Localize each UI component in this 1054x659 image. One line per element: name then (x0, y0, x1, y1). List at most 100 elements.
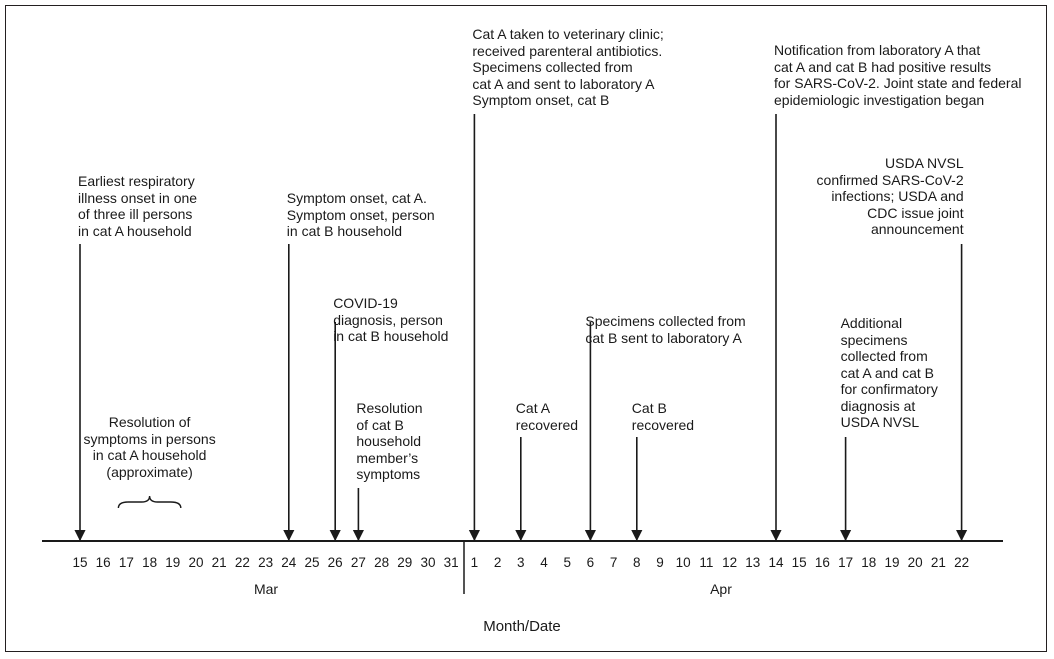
annotation-line: Symptom onset, person (286, 206, 435, 223)
annotation-line: member’s (356, 449, 419, 466)
annotation-line: confirmed SARS-CoV-2 (816, 171, 964, 188)
tick-label-mar-22: 22 (235, 555, 250, 570)
tick-label-apr-4: 4 (540, 555, 548, 570)
tick-label-mar-30: 30 (420, 555, 435, 570)
annotation-line: recovered (515, 416, 579, 433)
annotation-line: Symptom onset, cat B (472, 92, 610, 108)
annotation-line: Additional (840, 315, 903, 331)
annotation-line: household (356, 433, 422, 449)
range-brace-mar-17-19 (117, 495, 182, 509)
annotation-line: CDC issue joint (867, 204, 964, 221)
tick-label-mar-21: 21 (212, 555, 227, 570)
tick-label-apr-17: 17 (838, 555, 853, 570)
tick-label-mar-29: 29 (397, 555, 412, 570)
annotation-line: illness onset in one (78, 189, 198, 206)
tick-label-apr-10: 10 (676, 555, 691, 570)
tick-label-mar-17: 17 (119, 555, 134, 570)
annotation-line: Symptom onset, cat A. (286, 190, 427, 206)
annotation-line: COVID-19 (333, 295, 398, 311)
tick-label-apr-3: 3 (517, 555, 525, 570)
annotation-line: Cat B (631, 400, 667, 416)
annotation-line: in cat A household (92, 447, 207, 463)
tick-label-apr-16: 16 (815, 555, 830, 570)
tick-label-apr-21: 21 (931, 555, 946, 570)
range-annotation-mar-17-19: Resolution of symptoms in persons in cat A… (50, 414, 250, 480)
tick-label-apr-2: 2 (494, 555, 502, 570)
annotation-line: cat A and sent to laboratory A (472, 75, 655, 92)
annotation-line: collected from (840, 348, 928, 364)
tick-label-apr-20: 20 (908, 555, 923, 570)
tick-label-apr-11: 11 (699, 555, 713, 570)
annotation-line: Specimens collected from (472, 59, 633, 75)
annotation-line: infections; USDA and (831, 188, 964, 204)
month-label-mar: Mar (254, 581, 278, 597)
tick-label-apr-6: 6 (587, 555, 595, 570)
tick-label-mar-31: 31 (444, 555, 459, 570)
tick-label-apr-7: 7 (610, 555, 618, 570)
event-annotation-mar-24: Symptom onset, cat A. Symptom onset, pers… (287, 190, 435, 240)
annotation-line: specimens (840, 331, 908, 348)
tick-label-apr-5: 5 (563, 555, 571, 570)
tick-label-apr-22: 22 (954, 555, 969, 570)
tick-label-mar-15: 15 (72, 555, 87, 570)
annotation-line: symptoms in persons (83, 430, 216, 447)
tick-label-mar-26: 26 (328, 555, 343, 570)
tick-label-mar-18: 18 (142, 555, 157, 570)
tick-label-mar-16: 16 (96, 555, 111, 570)
annotation-line: diagnosis, person (333, 311, 443, 328)
annotation-line: cat B sent to laboratory A (585, 329, 742, 346)
axis-title: Month/Date (483, 618, 561, 635)
tick-label-apr-8: 8 (633, 555, 641, 570)
annotation-line: cat A and cat B (840, 364, 934, 381)
annotation-line: Notification from laboratory A that (774, 42, 981, 58)
tick-label-mar-19: 19 (165, 555, 180, 570)
tick-label-mar-27: 27 (351, 555, 366, 570)
annotation-line: for SARS-CoV-2. Joint state and federal (774, 75, 1022, 91)
annotation-line: USDA NVSL (885, 155, 964, 171)
annotation-line: in cat B household (333, 328, 449, 344)
event-annotation-mar-15: Earliest respiratory illness onset in one… (78, 173, 197, 239)
tick-label-apr-13: 13 (745, 555, 760, 570)
annotation-line: recovered (631, 416, 695, 433)
annotation-line: USDA NVSL (840, 414, 920, 430)
tick-label-apr-18: 18 (861, 555, 876, 570)
annotation-line: in cat B household (286, 223, 402, 239)
tick-label-mar-28: 28 (374, 555, 389, 570)
tick-label-mar-23: 23 (258, 555, 273, 570)
figure-frame (5, 5, 1047, 652)
annotation-line: for confirmatory (840, 381, 938, 397)
annotation-line: Cat A (515, 400, 551, 416)
annotation-line: symptoms (356, 466, 421, 482)
annotation-line: Resolution of (108, 414, 191, 430)
annotation-line: of cat B (356, 416, 404, 433)
annotation-line: Specimens collected from (585, 313, 746, 329)
event-annotation-apr-1: Cat A taken to veterinary clinic; receive… (472, 26, 663, 109)
annotation-line: Resolution (356, 400, 423, 416)
event-annotation-apr-22: USDA NVSL confirmed SARS-CoV-2 infections;… (817, 155, 964, 238)
annotation-line: announcement (870, 221, 964, 237)
tick-label-mar-24: 24 (281, 555, 297, 570)
tick-label-mar-25: 25 (304, 555, 319, 570)
month-label-apr: Apr (710, 581, 732, 597)
annotation-line: in cat A household (78, 222, 192, 239)
annotation-line: (approximate) (106, 463, 193, 480)
tick-label-mar-20: 20 (188, 555, 203, 570)
annotation-line: epidemiologic investigation began (774, 91, 985, 108)
tick-label-apr-12: 12 (722, 555, 737, 570)
tick-label-apr-19: 19 (884, 555, 899, 570)
annotation-line: of three ill persons (78, 206, 193, 222)
event-annotation-mar-26: COVID-19 diagnosis, person in cat B househ… (333, 295, 448, 345)
tick-label-apr-15: 15 (792, 555, 807, 570)
event-annotation-apr-6: Specimens collected from cat B sent to la… (585, 313, 745, 346)
tick-label-apr-1: 1 (471, 555, 479, 570)
annotation-line: cat A and cat B had positive results (774, 58, 992, 75)
event-annotation-apr-17: Additional specimens collected from cat A a… (841, 315, 938, 431)
tick-label-apr-14: 14 (768, 555, 784, 570)
annotation-line: received parenteral antibiotics. (472, 42, 663, 59)
annotation-line: Cat A taken to veterinary clinic; (472, 26, 664, 42)
tick-label-apr-9: 9 (656, 555, 664, 570)
